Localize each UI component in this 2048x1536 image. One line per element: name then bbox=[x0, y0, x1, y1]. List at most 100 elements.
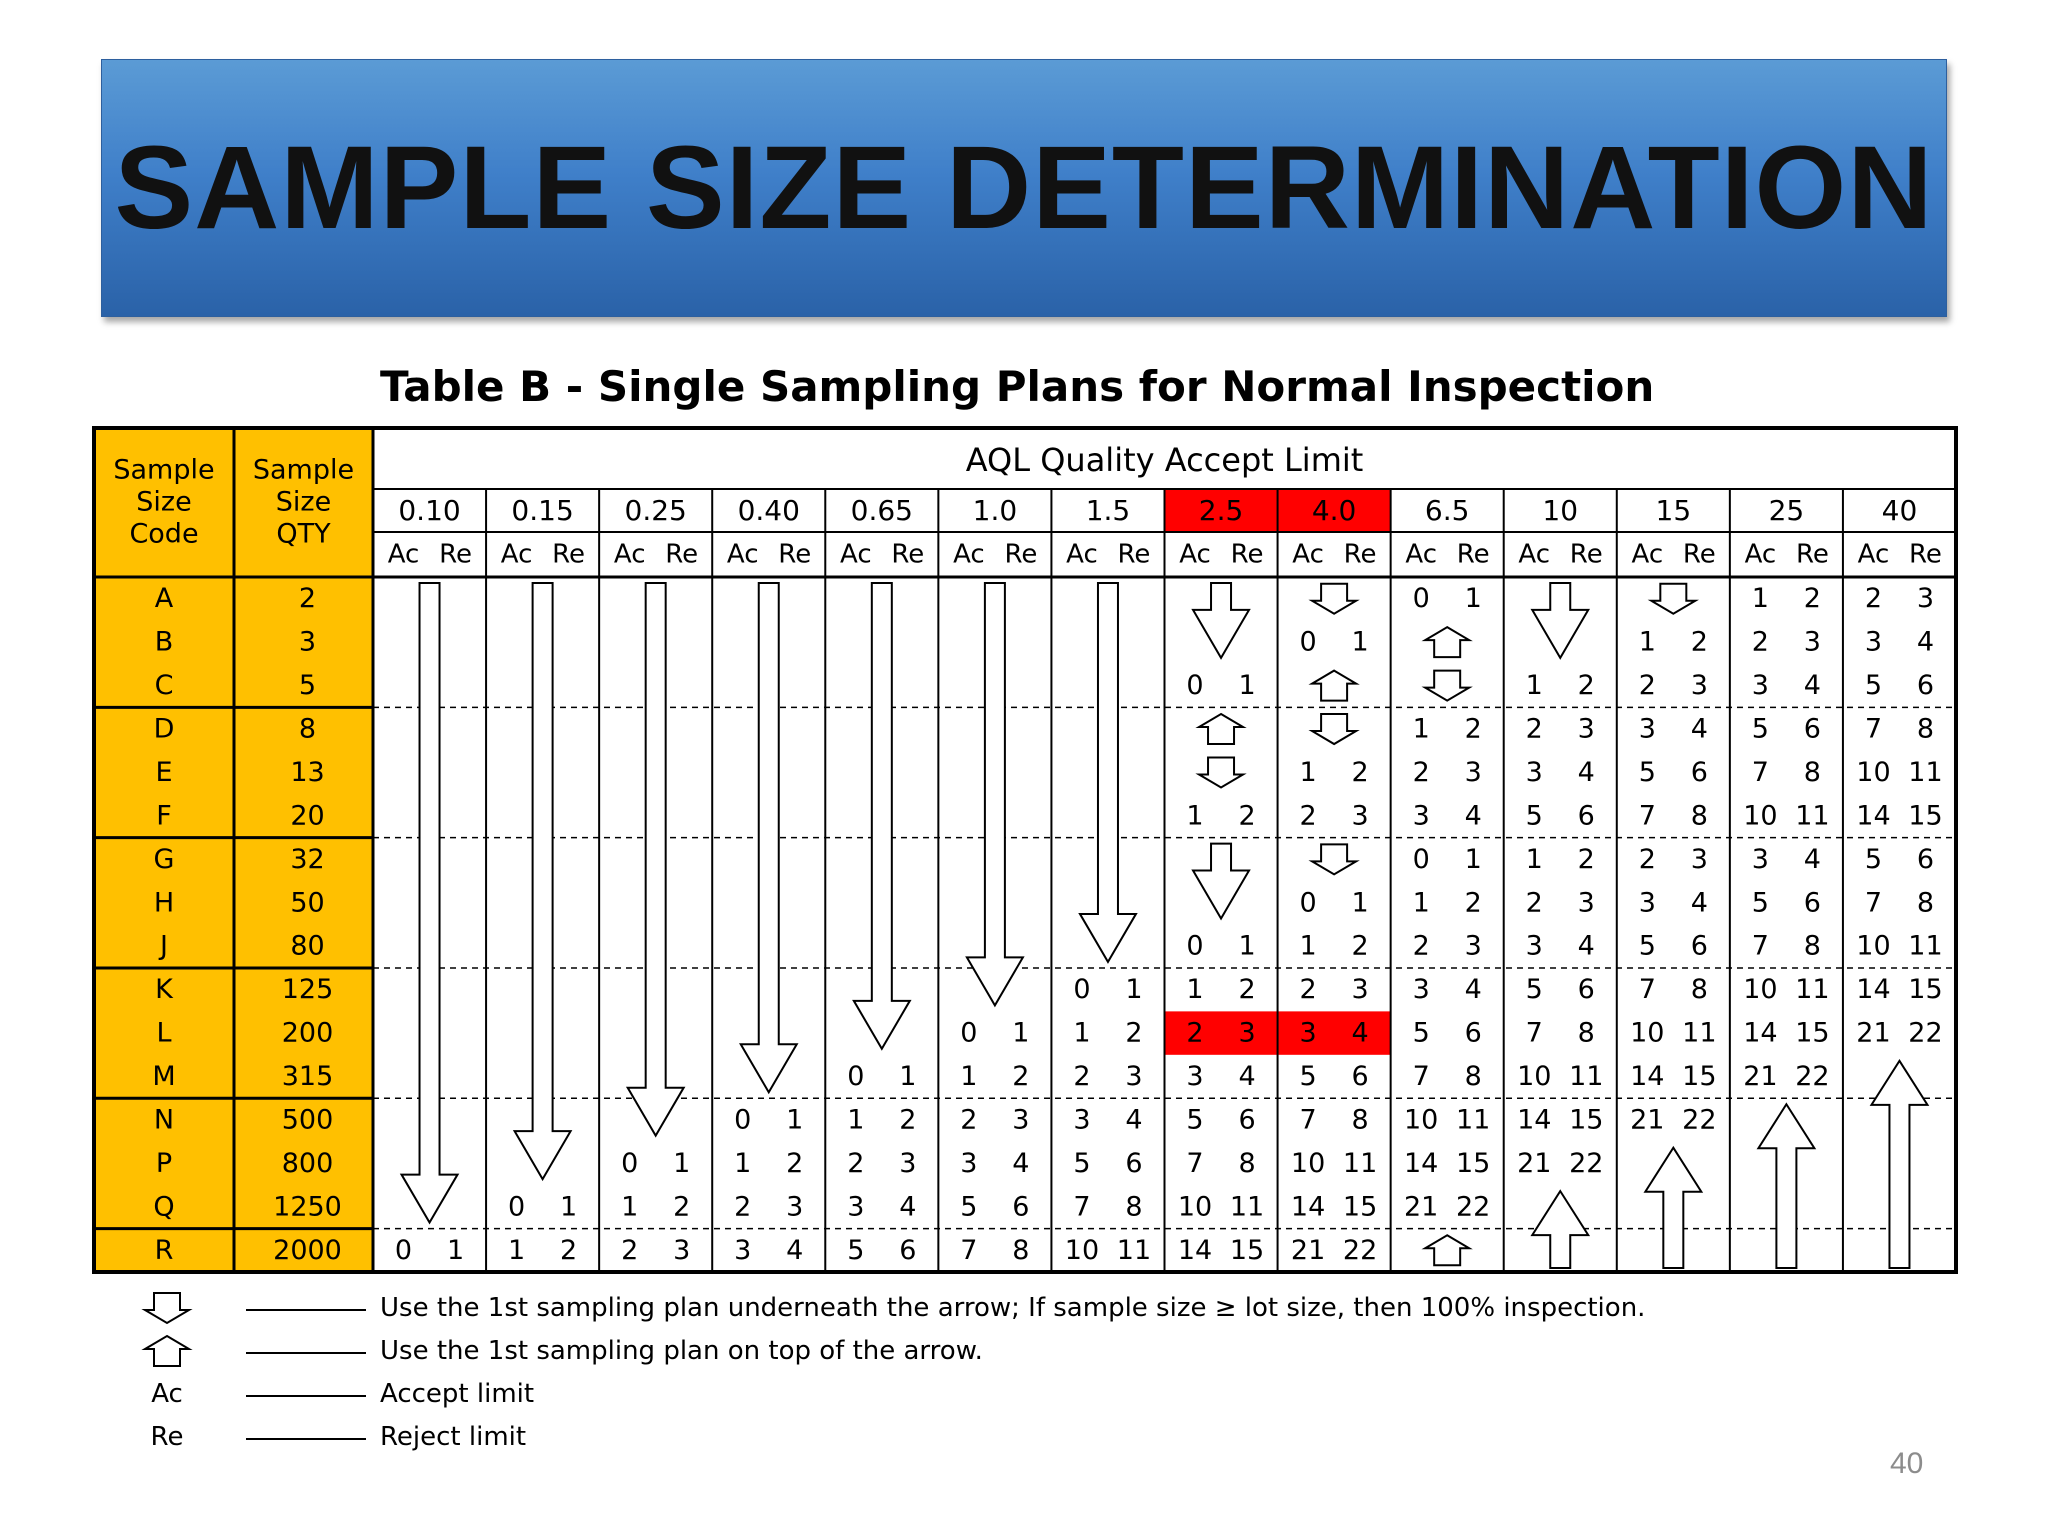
ac-value: 7 bbox=[1073, 1191, 1090, 1222]
slide-title: SAMPLE SIZE DETERMINATION bbox=[114, 122, 1934, 254]
sample-code: J bbox=[158, 931, 168, 962]
arrow-down-icon bbox=[1191, 842, 1251, 921]
ac-value: 10 bbox=[1517, 1061, 1551, 1092]
re-value: 11 bbox=[1569, 1061, 1603, 1092]
ac-value: 1 bbox=[1413, 714, 1430, 745]
re-value: 2 bbox=[673, 1191, 690, 1222]
sample-code: Q bbox=[153, 1191, 174, 1222]
re-value: 6 bbox=[1691, 757, 1708, 788]
aql-level-label: 0.40 bbox=[738, 494, 800, 527]
sample-code: K bbox=[155, 974, 174, 1005]
arrow-up-icon bbox=[1421, 625, 1473, 659]
header-qty-label: Size bbox=[276, 487, 331, 518]
re-value: 15 bbox=[1682, 1061, 1716, 1092]
ac-value: 14 bbox=[1630, 1061, 1664, 1092]
sample-code: R bbox=[155, 1235, 174, 1266]
ac-value: 5 bbox=[1526, 800, 1543, 831]
re-header: Re bbox=[1909, 540, 1942, 570]
ac-value: 2 bbox=[1639, 670, 1656, 701]
ac-value: 7 bbox=[1865, 887, 1882, 918]
re-value: 11 bbox=[1230, 1191, 1264, 1222]
re-value: 1 bbox=[560, 1191, 577, 1222]
arrow-down-icon bbox=[1647, 582, 1699, 615]
ac-value: 7 bbox=[1186, 1148, 1203, 1179]
re-value: 15 bbox=[1343, 1191, 1377, 1222]
re-value: 4 bbox=[1012, 1148, 1029, 1179]
re-value: 2 bbox=[1352, 757, 1369, 788]
ac-value: 3 bbox=[734, 1235, 751, 1266]
ac-value: 0 bbox=[847, 1061, 864, 1092]
re-header: Re bbox=[1457, 540, 1490, 570]
re-value: 6 bbox=[1465, 1018, 1482, 1049]
ac-value: 1 bbox=[1526, 844, 1543, 875]
re-value: 2 bbox=[1238, 800, 1255, 831]
aql-level-label: 1.0 bbox=[973, 494, 1018, 527]
re-header: Re bbox=[1683, 540, 1716, 570]
sample-qty: 80 bbox=[290, 931, 324, 962]
re-value: 6 bbox=[1691, 931, 1708, 962]
sample-qty: 800 bbox=[282, 1148, 334, 1179]
sample-code: L bbox=[156, 1018, 171, 1049]
ac-header: Ac bbox=[840, 540, 872, 570]
ac-header: Ac bbox=[1632, 540, 1664, 570]
sample-code: C bbox=[155, 670, 174, 701]
header-code-label: Size bbox=[136, 487, 191, 518]
aql-highlight bbox=[1277, 489, 1391, 532]
ac-value: 7 bbox=[1639, 974, 1656, 1005]
re-value: 4 bbox=[1465, 974, 1482, 1005]
cell-highlight bbox=[1164, 1011, 1278, 1055]
re-header: Re bbox=[1570, 540, 1603, 570]
re-value: 11 bbox=[1682, 1018, 1716, 1049]
aql-level-label: 0.15 bbox=[511, 494, 573, 527]
aql-header: AQL Quality Accept Limit bbox=[966, 441, 1364, 479]
re-header: Re bbox=[439, 540, 472, 570]
re-value: 2 bbox=[1691, 627, 1708, 658]
re-value: 11 bbox=[1117, 1235, 1151, 1266]
re-value: 15 bbox=[1230, 1235, 1264, 1266]
arrow-down-icon bbox=[399, 582, 460, 1225]
re-value: 4 bbox=[1238, 1061, 1255, 1092]
arrow-up-icon bbox=[1756, 1102, 1817, 1269]
re-value: 3 bbox=[1917, 583, 1934, 614]
re-value: 6 bbox=[1238, 1104, 1255, 1135]
re-value: 15 bbox=[1795, 1018, 1829, 1049]
ac-value: 5 bbox=[1639, 757, 1656, 788]
re-value: 8 bbox=[1917, 887, 1934, 918]
re-value: 6 bbox=[1012, 1191, 1029, 1222]
ac-value: 14 bbox=[1291, 1191, 1325, 1222]
arrow-down-icon bbox=[625, 582, 686, 1138]
ac-value: 7 bbox=[960, 1235, 977, 1266]
sample-qty: 125 bbox=[282, 974, 334, 1005]
re-value: 11 bbox=[1908, 757, 1942, 788]
ac-value: 0 bbox=[1413, 583, 1430, 614]
ac-value: 1 bbox=[1526, 670, 1543, 701]
ac-value: 14 bbox=[1856, 800, 1890, 831]
ac-value: 3 bbox=[1413, 974, 1430, 1005]
ac-header: Ac bbox=[1292, 540, 1324, 570]
ac-value: 1 bbox=[1413, 887, 1430, 918]
re-value: 11 bbox=[1343, 1148, 1377, 1179]
ac-value: 0 bbox=[734, 1104, 751, 1135]
re-value: 11 bbox=[1795, 800, 1829, 831]
re-value: 4 bbox=[1917, 627, 1934, 658]
ac-value: 3 bbox=[847, 1191, 864, 1222]
re-value: 6 bbox=[1578, 800, 1595, 831]
ac-value: 5 bbox=[847, 1235, 864, 1266]
ac-value: 0 bbox=[960, 1018, 977, 1049]
sample-qty: 200 bbox=[282, 1018, 334, 1049]
re-value: 11 bbox=[1795, 974, 1829, 1005]
ac-value: 1 bbox=[1186, 800, 1203, 831]
re-value: 22 bbox=[1456, 1191, 1490, 1222]
ac-value: 0 bbox=[1186, 931, 1203, 962]
aql-level-label: 10 bbox=[1542, 494, 1578, 527]
ac-value: 2 bbox=[1865, 583, 1882, 614]
sample-qty: 8 bbox=[299, 714, 316, 745]
ac-value: 2 bbox=[1526, 714, 1543, 745]
sample-qty: 50 bbox=[290, 887, 324, 918]
ac-value: 2 bbox=[960, 1104, 977, 1135]
ac-value: 10 bbox=[1743, 974, 1777, 1005]
re-value: 4 bbox=[1578, 757, 1595, 788]
re-value: 6 bbox=[1917, 844, 1934, 875]
ac-value: 2 bbox=[1413, 757, 1430, 788]
sample-qty: 13 bbox=[290, 757, 324, 788]
